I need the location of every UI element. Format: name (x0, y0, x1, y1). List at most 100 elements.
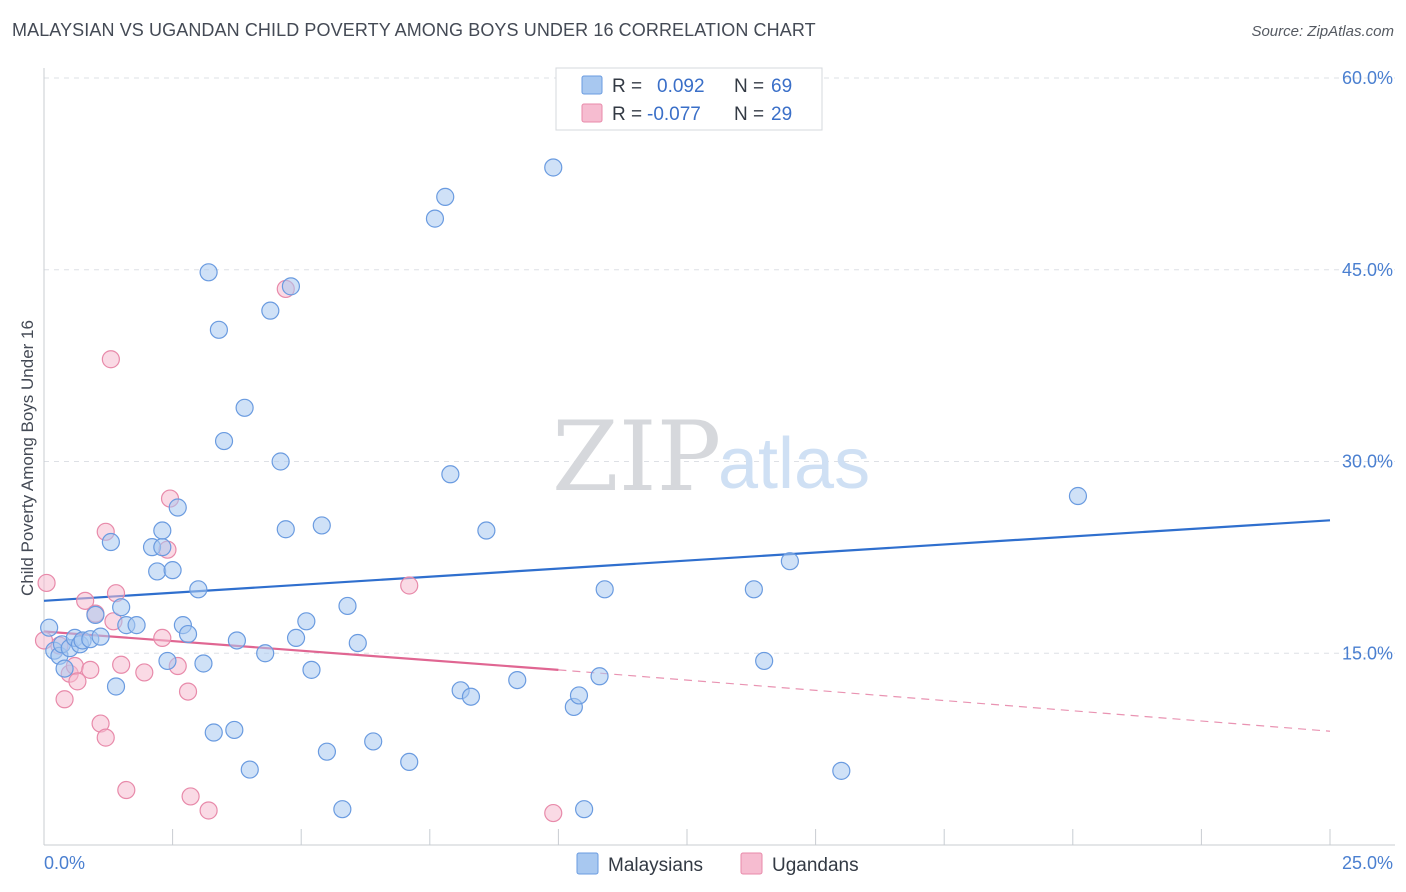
legend-n-label-malaysians: N = (734, 76, 764, 97)
malaysians-point-30 (209, 320, 228, 339)
malaysians-point-48 (348, 633, 367, 653)
legend-r-label-ugandans: R = (612, 104, 642, 125)
axes (43, 68, 1395, 846)
x-tick-labels: 0.0% 25.0% (44, 853, 1393, 873)
malaysians-point-49 (364, 732, 383, 751)
malaysians-point-35 (240, 760, 259, 779)
malaysians-point-60 (569, 686, 589, 705)
malaysians-point-26 (189, 580, 208, 599)
watermark-zip: ZIP (552, 401, 721, 513)
malaysians-point-33 (227, 631, 246, 650)
x-tick-label-1: 25.0% (1342, 853, 1393, 873)
ugandans-point-5 (68, 672, 87, 691)
malaysians-point-4 (55, 659, 74, 678)
legend-r-label-malaysians: R = (612, 76, 642, 97)
malaysians-point-21 (158, 651, 177, 671)
malaysians-point-20 (153, 521, 172, 540)
ugandans-point-10 (96, 728, 115, 747)
malaysians-point-53 (441, 465, 460, 484)
malaysians-point-27 (194, 654, 213, 673)
ugandans-point-0 (37, 573, 56, 593)
malaysians-point-64 (744, 580, 763, 599)
malaysians-point-55 (461, 687, 481, 706)
malaysians-points (40, 158, 1088, 819)
malaysians-point-67 (832, 761, 851, 780)
malaysians-point-42 (297, 612, 316, 631)
ugandans-point-2 (55, 690, 74, 709)
legend-n-value-ugandans: 29 (771, 104, 792, 125)
malaysians-point-58 (544, 158, 563, 177)
malaysians-point-22 (163, 561, 182, 580)
malaysians-point-44 (312, 516, 331, 535)
malaysians-point-10 (86, 605, 105, 625)
malaysians-point-63 (595, 580, 614, 599)
y-tick-label-3: 60.0% (1342, 68, 1393, 88)
malaysians-point-45 (317, 742, 337, 761)
bottom-legend: Malaysians Ugandans (576, 852, 859, 876)
ugandans-points (34, 279, 563, 823)
malaysians-point-34 (235, 398, 254, 417)
ugandans-point-22 (178, 682, 198, 701)
malaysians-point-50 (400, 752, 419, 772)
malaysians-point-32 (225, 720, 244, 740)
malaysians-point-39 (276, 520, 295, 539)
ugandans-point-27 (544, 803, 563, 823)
malaysians-point-14 (112, 598, 131, 617)
ugandans-point-26 (400, 576, 419, 595)
malaysians-point-13 (106, 677, 126, 696)
ugandans-point-18 (153, 628, 172, 648)
y-tick-label-1: 30.0% (1342, 452, 1393, 472)
malaysians-point-43 (302, 660, 321, 679)
malaysians-point-41 (286, 628, 306, 648)
y-tick-label-0: 15.0% (1342, 643, 1393, 663)
ugandans-point-17 (135, 663, 154, 682)
chart-title: MALAYSIAN VS UGANDAN CHILD POVERTY AMONG… (12, 20, 816, 40)
source-label: Source: ZipAtlas.com (1251, 23, 1394, 40)
y-axis-label: Child Poverty Among Boys Under 16 (18, 320, 37, 596)
malaysians-point-68 (1068, 486, 1088, 506)
malaysians-point-37 (261, 301, 280, 320)
malaysians-point-65 (755, 651, 774, 671)
malaysians-point-25 (178, 624, 198, 644)
ugandans-point-23 (181, 787, 200, 806)
legend-n-value-malaysians: 69 (771, 76, 792, 97)
malaysians-point-36 (256, 644, 275, 663)
ugandans-point-6 (76, 591, 95, 610)
malaysians-point-40 (281, 277, 301, 296)
ugandans-point-7 (81, 660, 100, 679)
ugandans-point-15 (112, 655, 131, 674)
trend-line-malaysians (43, 519, 1331, 602)
ugandans-point-12 (101, 350, 120, 369)
malaysians-point-29 (204, 723, 223, 742)
malaysians-point-62 (590, 667, 609, 686)
malaysians-point-18 (153, 538, 172, 557)
legend-r-value-ugandans: -0.077 (647, 104, 701, 125)
malaysians-point-28 (199, 263, 218, 282)
malaysians-point-46 (333, 800, 352, 819)
malaysians-point-66 (780, 552, 799, 571)
bottom-legend-ugandans: Ugandans (772, 855, 859, 876)
malaysians-point-16 (127, 616, 146, 635)
malaysians-point-23 (168, 498, 187, 517)
legend: R = 0.092 N = 69 R = -0.077 N = 29 (555, 67, 823, 131)
malaysians-point-52 (436, 187, 455, 206)
malaysians-point-38 (271, 452, 290, 471)
ugandans-point-16 (117, 780, 136, 800)
watermark: ZIP atlas (552, 401, 870, 513)
legend-n-label-ugandans: N = (734, 104, 764, 125)
legend-r-value-malaysians: 0.092 (657, 76, 705, 97)
y-tick-label-2: 45.0% (1342, 260, 1393, 280)
watermark-atlas: atlas (718, 424, 870, 504)
malaysians-point-57 (508, 670, 527, 690)
malaysians-point-12 (101, 532, 120, 552)
malaysians-point-19 (148, 562, 167, 581)
trend-lines (43, 519, 1331, 732)
malaysians-point-11 (91, 627, 110, 646)
bottom-legend-swatch-ugandans (740, 852, 763, 875)
grid-lines (44, 77, 1395, 654)
malaysians-point-51 (425, 209, 445, 228)
x-tick-label-0: 0.0% (44, 853, 85, 873)
trend-line-ugandans (43, 630, 559, 671)
malaysians-point-61 (575, 800, 594, 819)
